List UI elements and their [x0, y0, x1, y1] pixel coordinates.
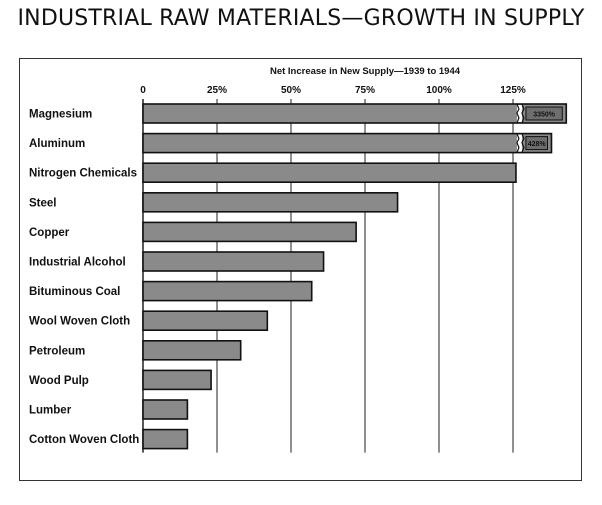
category-label: Nitrogen Chemicals [29, 168, 137, 180]
category-label: Wool Woven Cloth [29, 316, 130, 328]
value-label: 3350% [533, 112, 556, 119]
bar [142, 251, 325, 272]
bar [142, 369, 212, 391]
category-label: Magnesium [29, 109, 92, 121]
x-tick-label: 125% [500, 85, 526, 96]
bar-break-zigzag [516, 103, 520, 124]
bar-break-zigzag [521, 133, 525, 153]
category-label: Wood Pulp [29, 375, 89, 387]
value-label-box [525, 106, 563, 121]
category-label: Aluminum [29, 138, 85, 150]
bar [142, 339, 242, 361]
bar [142, 280, 313, 302]
bar [142, 310, 269, 332]
x-tick-label: 25% [207, 85, 227, 96]
bar [142, 192, 399, 213]
bar-break-zigzag [521, 103, 525, 124]
x-tick-label: 75% [355, 85, 375, 96]
category-label: Bituminous Coal [29, 286, 120, 298]
bar-break-zigzag [516, 133, 520, 153]
value-label: 428% [528, 141, 547, 148]
category-label: Steel [29, 197, 57, 209]
value-label-box [525, 136, 548, 151]
bar-break [516, 134, 522, 152]
x-tick-label: 100% [426, 85, 452, 96]
category-label: Copper [29, 227, 70, 239]
bar [142, 221, 357, 243]
bar [142, 399, 189, 420]
category-label: Lumber [29, 405, 72, 417]
chart-title: Net Increase in New Supply—1939 to 1944 [270, 66, 461, 77]
x-tick-label: 50% [281, 85, 301, 96]
bar [142, 162, 517, 183]
bar [142, 103, 568, 124]
x-tick-label: 0 [140, 85, 146, 96]
page-title: INDUSTRIAL RAW MATERIALS—GROWTH IN SUPPL… [17, 6, 585, 31]
bar-break [516, 105, 522, 122]
bar [142, 132, 553, 154]
bar [142, 428, 189, 450]
category-label: Petroleum [29, 345, 85, 357]
category-label: Industrial Alcohol [29, 257, 126, 269]
category-label: Cotton Woven Cloth [29, 434, 139, 446]
